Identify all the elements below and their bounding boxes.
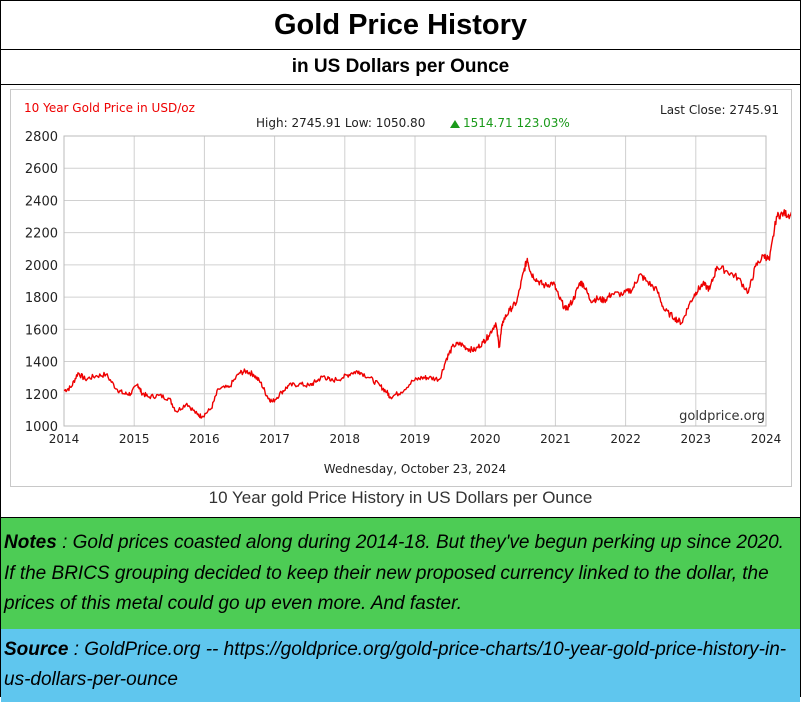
y-tick-label: 1600 (25, 323, 58, 338)
x-tick-label: 2024 (751, 432, 782, 446)
x-tick-label: 2014 (49, 432, 80, 446)
x-tick-label: 2022 (610, 432, 641, 446)
x-tick-label: 2018 (330, 432, 361, 446)
x-tick-labels: 2014 2015 2016 2017 2018 2019 2020 2021 2022 2023… (49, 432, 782, 446)
y-tick-label: 1000 (25, 420, 58, 435)
x-tick-label: 2015 (119, 432, 150, 446)
chart-area: 1000 1200 1400 1600 1800 2000 2200 2400 2600 2800… (1, 85, 801, 518)
x-tick-label: 2017 (259, 432, 290, 446)
title-row: Gold Price History (1, 1, 800, 50)
y-tick-label: 2000 (25, 259, 58, 274)
chart-title: 10 Year Gold Price in USD/oz (24, 101, 195, 115)
y-tick-label: 1200 (25, 388, 58, 403)
high-low-stats: High: 2745.91 Low: 1050.80 (256, 116, 425, 130)
x-tick-label: 2016 (189, 432, 220, 446)
y-tick-label: 2400 (25, 194, 58, 209)
subtitle-row: in US Dollars per Ounce (1, 50, 800, 85)
notes-panel: Notes : Gold prices coasted along during… (1, 518, 800, 639)
chart-caption: 10 Year gold Price History in US Dollars… (208, 488, 593, 507)
plot-border (63, 135, 767, 427)
notes-label: Notes (4, 532, 57, 553)
y-tick-label: 2800 (25, 130, 58, 145)
y-tick-label: 1800 (25, 291, 58, 306)
series-line-gold-price (63, 197, 801, 419)
gold-price-chart: 1000 1200 1400 1600 1800 2000 2200 2400 2600 2800… (24, 101, 801, 476)
y-tick-label: 2200 (25, 227, 58, 242)
x-tick-label: 2021 (540, 432, 571, 446)
y-tick-label: 2600 (25, 162, 58, 177)
page-subtitle: in US Dollars per Ounce (291, 56, 510, 77)
last-close: Last Close: 2745.91 (660, 103, 779, 117)
x-tick-label: 2023 (681, 432, 712, 446)
x-tick-label: 2020 (470, 432, 501, 446)
price-change: 1514.71 123.03% (463, 116, 570, 130)
triangle-up-icon (450, 120, 460, 128)
chart-date: Wednesday, October 23, 2024 (324, 462, 506, 476)
chart-watermark: goldprice.org (679, 409, 765, 424)
y-tick-label: 1400 (25, 356, 58, 371)
source-label: Source (4, 639, 69, 660)
y-tick-labels: 1000 1200 1400 1600 1800 2000 2200 2400 2600 2800 (25, 130, 58, 435)
grid-lines (63, 135, 767, 427)
source-text: : GoldPrice.org -- https://goldprice.org… (4, 639, 787, 690)
page-title: Gold Price History (273, 8, 527, 41)
source-panel: Source : GoldPrice.org -- https://goldpr… (1, 629, 800, 702)
notes-text: : Gold prices coasted along during 2014-… (4, 532, 784, 614)
x-tick-label: 2019 (400, 432, 431, 446)
chart-box: 1000 1200 1400 1600 1800 2000 2200 2400 2600 2800… (10, 89, 801, 487)
